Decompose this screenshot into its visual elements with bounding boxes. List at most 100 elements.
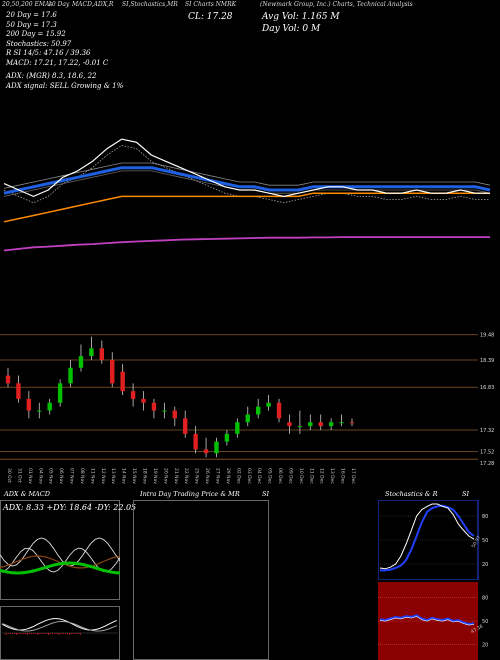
candle-body [141,398,146,403]
candle-body [47,402,52,411]
date-tick-label: 22 Nov [183,468,189,484]
candle-body [162,410,167,412]
date-tick-label: 25 Nov [194,468,200,484]
date-tick-label: 16 Dec [340,468,346,484]
info-line: Stochastics: 50.97 [6,39,72,48]
date-tick-label: 18 Nov [142,468,148,484]
stoch-axis-label: 20 [482,562,488,568]
candle-body [235,422,240,434]
candle-body [203,449,209,454]
adx-info-line: ADX signal: SELL Growing & 1% [6,81,124,90]
candle-body [266,402,271,407]
stoch-d-line [380,504,475,572]
rsi-chart: 80 50 20 47.16 [378,582,488,660]
candle-body [318,422,323,427]
date-tick-label: 20 Nov [162,468,168,484]
candle-body [308,422,313,427]
candle-body [16,383,21,399]
candle-body [130,391,136,399]
price-axis-label: 19.48 [480,333,494,339]
date-tick-label: 03 Dec [246,468,252,484]
date-tick-label: 02 Dec [235,468,241,484]
ema-overlay-chart [3,138,491,252]
candle-body [224,433,230,442]
stochastics-chart: 80 50 20 50.97 [378,500,488,580]
date-tick-label: 27 Nov [214,468,220,484]
date-tick-label: 04 Dec [256,468,262,484]
candlestick-chart: 19.48 18.39 16.83 17.32 17.52 17.28 [0,333,494,465]
date-tick-label: 01 Nov [27,468,33,484]
adx-panel-title: ADX & MACD [4,490,50,498]
ema50-line [3,192,490,223]
price-line [3,138,490,198]
header-si-label: SI,Stochastics,MR [122,1,178,8]
candle-body [214,441,219,454]
header-day-label: 10 Day [48,1,70,8]
header-macd-label: MACD,ADX,R [72,1,114,8]
adx-panel: ADX: 8.33 +DY: 18.64 -DY: 22.05 [0,500,136,600]
candle-body [89,348,94,357]
stoch-panel-title: Stochastics & R [385,490,438,498]
date-tick-label: 15 Nov [131,468,137,484]
date-tick-label: 21 Nov [173,468,179,484]
adx-info-line: ADX: (MGR) 8.3, 18.6, 22 [6,72,97,80]
stoch-value-label: 50.97 [471,535,483,549]
info-line: 20 Day = 17.6 [6,11,57,19]
candle-body [193,433,198,450]
candle-body [255,406,261,415]
adx-green-line [0,561,120,575]
rsi-axis-label: 80 [482,596,488,602]
candle-body [68,367,73,384]
date-tick-label: 13 Dec [329,468,335,484]
date-tick-label: 11 Nov [89,468,95,484]
date-tick-label: 08 Nov [79,468,85,484]
adx-values: ADX: 8.33 +DY: 18.64 -DY: 22.05 [3,503,137,512]
intraday-panel [133,500,269,660]
date-tick-label: 10 Dec [298,468,304,484]
price-dotted-line [3,145,490,204]
rsi-axis-label: 20 [482,642,488,648]
plus-dy-line [0,537,120,567]
price-axis-label: 18.39 [480,358,494,364]
header-charts-label: SI Charts NMRK [185,1,237,8]
date-tick-label: 17 Dec [350,468,356,484]
info-line: R SI 14/5: 47.16 / 39.36 [6,49,91,57]
rsi-line [379,614,475,626]
macd-signal-line [2,620,117,632]
rsi-value-label: 47.16 [470,623,484,635]
date-tick-label: 06 Dec [277,468,283,484]
candle-body [57,383,63,403]
price-axis-label: 17.52 [480,449,494,455]
macd-line [2,618,117,631]
header-company-label: (Newmark Group, Inc.) Charts, Technical … [260,1,413,8]
date-tick-label: 05 Dec [267,468,273,484]
candle-body [287,422,292,427]
header-ema-label: 20,50,200 EMAs [2,1,53,8]
candle-body [5,375,11,384]
price-axis-label: 17.28 [480,461,494,465]
date-tick-label: 26 Nov [204,468,210,484]
date-tick-label: 11 Dec [308,468,314,484]
candle-body [26,398,32,411]
date-tick-label: 04 Nov [37,468,43,484]
date-tick-label: 12 Nov [100,468,106,484]
date-axis: 30 Oct 31 Oct 01 Nov 04 Nov 05 Nov 06 Nov 07 N… [6,468,356,484]
date-tick-label: 06 Nov [58,468,64,484]
candle-body [37,410,42,412]
date-tick-label: 30 Oct [6,468,12,483]
date-tick-label: 07 Nov [69,468,75,484]
date-tick-label: 19 Nov [152,468,158,484]
ema20-line [3,166,491,195]
candle-body [276,402,282,419]
candle-body [78,356,84,368]
stoch-k-line [379,503,475,570]
date-tick-label: 31 Oct [16,468,22,483]
avg-volume-label: Avg Vol: 1.165 M [262,12,340,22]
price-axis-label: 16.83 [480,385,494,391]
stoch-axis-label: 50 [482,538,488,544]
candle-body [110,360,115,384]
candle-body [245,414,250,423]
candle-body [151,402,157,411]
stoch-axis-label: 80 [482,514,488,520]
info-line: 200 Day = 15.92 [6,30,66,38]
